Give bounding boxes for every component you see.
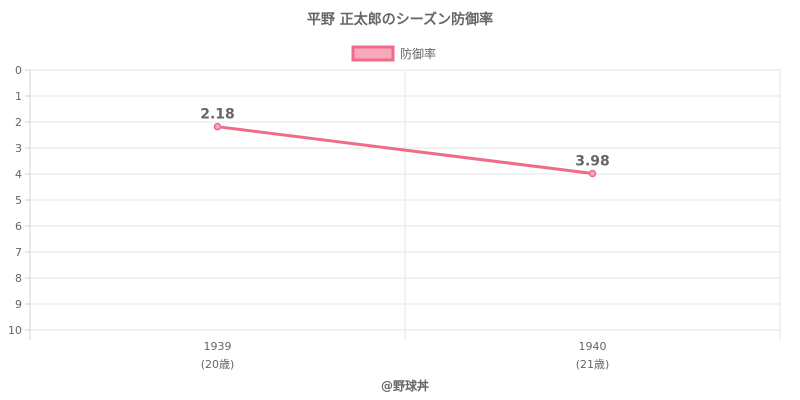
y-tick-label: 7: [15, 246, 22, 259]
y-tick-label: 6: [15, 220, 22, 233]
grid: [25, 69, 781, 340]
data-label: 3.98: [575, 153, 610, 169]
y-tick-label: 0: [15, 64, 22, 77]
y-tick-label: 9: [15, 298, 22, 311]
legend-swatch: [351, 45, 395, 62]
y-tick-label: 5: [15, 194, 22, 207]
x-axis: 1939 (20歳) 1940 (21歳): [201, 340, 610, 371]
y-axis: 0 1 2 3 4 5 6 7 8 9 10: [8, 64, 22, 337]
y-tick-label: 3: [15, 142, 22, 155]
x-tick-sublabel: (21歳): [576, 358, 610, 371]
legend-label: 防御率: [400, 46, 436, 61]
data-point[interactable]: [588, 169, 597, 178]
y-tick-label: 4: [15, 168, 22, 181]
x-tick-label: 1940: [579, 340, 607, 353]
chart-title: 平野 正太郎のシーズン防御率: [307, 11, 493, 28]
x-tick-sublabel: (20歳): [201, 358, 235, 371]
series-era: 2.18 3.98: [200, 107, 610, 178]
data-point[interactable]: [213, 122, 222, 131]
y-tick-label: 2: [15, 116, 22, 129]
credit-label: @野球丼: [381, 378, 429, 393]
data-label: 2.18: [200, 107, 235, 123]
series-line: [217, 125, 593, 175]
legend[interactable]: 防御率: [351, 45, 436, 62]
y-tick-label: 10: [8, 324, 22, 337]
y-tick-label: 8: [15, 272, 22, 285]
x-tick-label: 1939: [204, 340, 232, 353]
y-tick-label: 1: [15, 90, 22, 103]
